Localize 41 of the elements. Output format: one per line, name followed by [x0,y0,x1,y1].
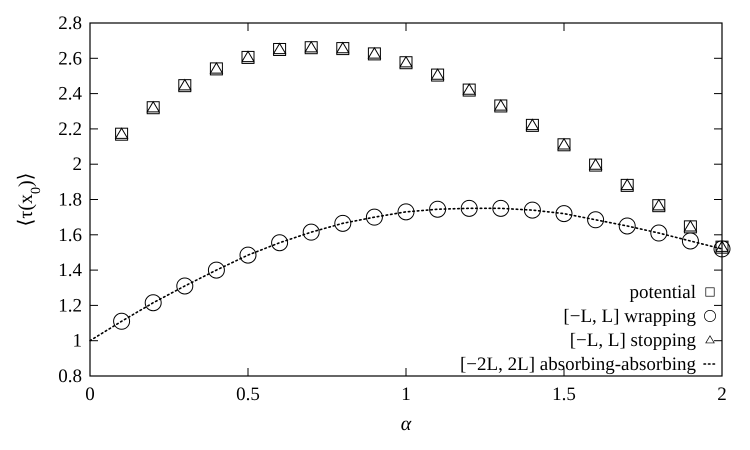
y-tick-label: 1.2 [58,295,82,316]
point [556,205,572,222]
point [208,262,225,279]
point [429,200,446,218]
point [618,217,636,234]
point [398,203,414,220]
x-tick-label: 2 [717,384,727,405]
y-tick-label: 1.4 [58,260,82,282]
legend-label: [−L, L] wrapping [563,306,696,327]
point [650,224,668,242]
x-tick-label: 0.5 [236,384,260,405]
point [240,246,256,264]
point [176,277,194,294]
y-tick-label: 2 [72,154,82,176]
x-axis-title: α [400,413,412,435]
legend-label: potential [630,282,696,303]
x-tick-label: 1 [401,384,411,405]
legend-label: [−L, L] stopping [570,330,696,351]
y-tick-label: 2.4 [58,84,82,105]
point [144,294,162,312]
point [302,224,320,241]
point [587,211,604,228]
y-tick-label: 1 [72,330,82,352]
point [113,312,130,330]
point [460,200,478,217]
x-tick-label: 1.5 [552,384,576,405]
y-tick-label: 2.6 [58,48,82,70]
point [492,200,510,217]
point [366,208,383,226]
point [271,234,288,252]
x-tick-label: 0 [85,384,95,405]
y-tick-label: 2.8 [58,13,82,34]
point [682,232,699,250]
point [334,214,352,232]
point [524,202,541,219]
legend-label: [−2L, 2L] absorbing-absorbing [460,354,696,375]
y-tick-label: 1.8 [58,190,82,210]
y-tick-label: 2.2 [58,118,82,140]
y-tick-label: 0.8 [58,366,82,387]
y-tick-label: 1.6 [58,224,82,246]
point [714,240,730,258]
